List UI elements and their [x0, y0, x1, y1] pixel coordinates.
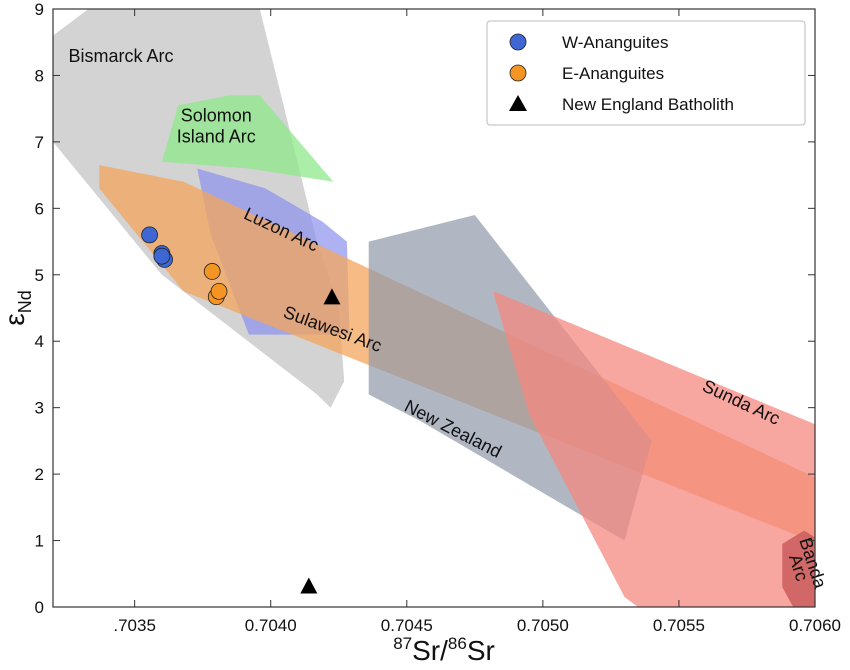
- x-axis-sup1: 87: [393, 634, 412, 653]
- y-tick-label: 6: [35, 199, 44, 218]
- x-tick-label: 0.7050: [517, 616, 569, 635]
- y-tick-label: 2: [35, 465, 44, 484]
- region-sunda-arc: [493, 291, 815, 607]
- legend-label-w-ananguites: W-Ananguites: [562, 33, 668, 52]
- y-tick-label: 0: [35, 598, 44, 617]
- x-tick-label: .7035: [113, 616, 156, 635]
- legend-marker-e-ananguites: [509, 64, 527, 82]
- region-solomon-island-arc: [161, 95, 334, 182]
- data-points: [141, 226, 341, 594]
- legend-box: [486, 20, 806, 126]
- point-new-england-batholith: [323, 288, 341, 305]
- y-tick-label: 5: [35, 266, 44, 285]
- legend-label-new-england-batholith: New England Batholith: [562, 95, 734, 114]
- legend-label-e-ananguites: E-Ananguites: [562, 64, 664, 83]
- point-w-ananguites: [141, 226, 159, 244]
- legend-marker-w-ananguites: [509, 33, 527, 51]
- y-tick-label: 7: [35, 133, 44, 152]
- y-axis-sub: Nd: [15, 290, 35, 313]
- y-tick-label: 3: [35, 399, 44, 418]
- y-axis-base: ε: [0, 313, 30, 325]
- legend-marker-new-england-batholith: [509, 95, 527, 111]
- point-w-ananguites: [153, 247, 171, 265]
- x-axis-title: 87Sr/86Sr: [393, 634, 495, 666]
- x-tick-label: 0.7055: [653, 616, 705, 635]
- x-tick-label: 0.7040: [245, 616, 297, 635]
- point-e-ananguites: [203, 263, 221, 280]
- y-tick-label: 8: [35, 66, 44, 85]
- point-new-england-batholith: [300, 577, 318, 594]
- region-label-bismarck-arc: Bismarck Arc: [69, 46, 174, 66]
- x-axis-sup2: 86: [448, 634, 467, 653]
- point-e-ananguites: [210, 282, 228, 300]
- plot-frame: [52, 8, 816, 608]
- x-axis-base2: Sr: [467, 635, 495, 666]
- legend: W-Ananguites E-Ananguites New England Bath…: [486, 20, 806, 126]
- region-label-solomon-island-arc: Solomon Island Arc: [177, 105, 256, 146]
- y-tick-label: 1: [35, 532, 44, 551]
- y-axis-title: εNd: [0, 290, 35, 326]
- x-axis-base1: Sr/: [412, 635, 448, 666]
- x-tick-label: 0.7045: [381, 616, 433, 635]
- y-tick-label: 9: [35, 0, 44, 19]
- y-tick-label: 4: [35, 332, 44, 351]
- x-tick-label: 0.7060: [789, 616, 841, 635]
- axis-ticks: .7035 0.7040 0.7045 0.7050 0.7055 0.7060 0 1 2 3 4…: [35, 0, 841, 635]
- region-banda-arc: [782, 530, 815, 607]
